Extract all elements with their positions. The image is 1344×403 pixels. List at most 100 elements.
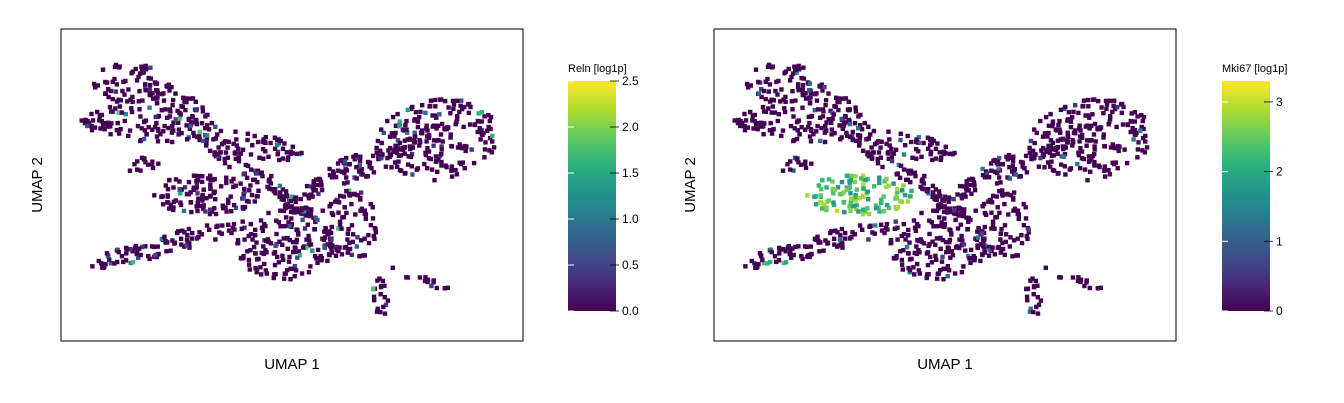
- cell-point: [786, 243, 792, 249]
- cell-point: [1062, 152, 1068, 157]
- cell-point: [917, 271, 922, 276]
- cell-point: [277, 157, 282, 163]
- cell-point: [1050, 124, 1055, 129]
- cell-point: [107, 104, 113, 110]
- cell-point: [877, 209, 882, 214]
- cell-point: [120, 88, 125, 94]
- cell-point: [404, 118, 409, 124]
- cell-point: [201, 138, 206, 143]
- cell-point: [426, 132, 432, 138]
- cell-point: [106, 94, 111, 100]
- cell-point: [110, 96, 115, 102]
- cell-point: [275, 152, 280, 157]
- cell-point: [1002, 252, 1007, 257]
- cell-point: [1092, 121, 1098, 127]
- cell-point: [772, 254, 778, 259]
- cell-point: [129, 109, 135, 115]
- cell-point: [911, 265, 916, 270]
- cell-point: [928, 137, 933, 143]
- cell-point: [412, 140, 417, 145]
- cell-point: [162, 234, 167, 239]
- cell-point: [288, 198, 293, 204]
- cell-point: [392, 134, 397, 139]
- cell-point: [989, 210, 994, 215]
- cell-point: [342, 170, 347, 176]
- cell-point: [425, 166, 430, 171]
- cell-point: [762, 121, 767, 126]
- cell-point: [821, 248, 826, 253]
- cell-point: [301, 245, 306, 250]
- cell-point: [850, 137, 855, 143]
- cell-point: [996, 244, 1002, 250]
- cell-point: [1049, 153, 1055, 158]
- cell-point: [780, 128, 786, 133]
- cell-point: [378, 148, 383, 153]
- cell-point: [881, 194, 886, 199]
- cell-point: [254, 267, 260, 273]
- cell-point: [413, 134, 418, 139]
- cell-point: [990, 219, 996, 224]
- cell-point: [413, 110, 419, 115]
- cell-point: [889, 146, 894, 151]
- cell-point: [176, 127, 182, 132]
- cell-point: [439, 97, 444, 102]
- cell-point: [817, 83, 822, 89]
- cell-point: [1003, 239, 1008, 245]
- cell-point: [936, 189, 942, 194]
- cell-point: [760, 257, 765, 262]
- cell-point: [949, 232, 954, 237]
- cell-point: [1101, 135, 1106, 140]
- cell-point: [882, 230, 887, 236]
- cell-point: [242, 204, 248, 210]
- cell-point: [244, 175, 250, 180]
- cell-point: [947, 151, 952, 156]
- cell-point: [1039, 148, 1044, 153]
- cell-point: [405, 130, 410, 135]
- cell-point: [889, 159, 895, 164]
- cell-point: [374, 150, 379, 155]
- cell-point: [293, 199, 298, 204]
- cell-point: [957, 206, 963, 211]
- cell-point: [304, 206, 310, 211]
- cell-point: [943, 144, 948, 149]
- cell-point: [1063, 104, 1068, 110]
- cell-point: [424, 123, 429, 128]
- cell-point: [347, 162, 352, 167]
- cell-point: [439, 147, 444, 152]
- cell-point: [1135, 147, 1141, 152]
- cell-point: [919, 210, 924, 216]
- cell-point: [457, 109, 462, 115]
- cell-point: [847, 204, 852, 209]
- cell-point: [943, 266, 948, 272]
- cell-point: [440, 139, 445, 144]
- cell-point: [375, 138, 381, 144]
- cell-point: [439, 144, 444, 149]
- cell-point: [247, 188, 252, 193]
- cell-point: [988, 197, 993, 203]
- cell-point: [947, 227, 952, 232]
- cell-point: [982, 224, 987, 230]
- cell-point: [941, 150, 947, 156]
- cell-point: [877, 178, 882, 183]
- cell-point: [1021, 223, 1027, 228]
- cell-point: [941, 277, 946, 282]
- cell-point: [260, 146, 266, 152]
- cell-point: [806, 114, 811, 120]
- cell-point: [459, 98, 464, 103]
- colorbar-tick-label: 2: [1276, 165, 1283, 179]
- cell-point: [1143, 133, 1148, 139]
- cell-point: [190, 230, 195, 236]
- cell-point: [451, 102, 457, 107]
- cell-point: [445, 285, 450, 290]
- cell-point: [209, 120, 214, 126]
- cell-point: [167, 206, 172, 211]
- cell-point: [455, 145, 461, 150]
- cell-point: [123, 112, 128, 117]
- cell-point: [1022, 166, 1027, 171]
- cell-point: [879, 197, 884, 203]
- cell-point: [803, 127, 808, 132]
- cell-point: [1081, 156, 1086, 162]
- cell-point: [487, 148, 492, 153]
- cell-point: [908, 139, 914, 145]
